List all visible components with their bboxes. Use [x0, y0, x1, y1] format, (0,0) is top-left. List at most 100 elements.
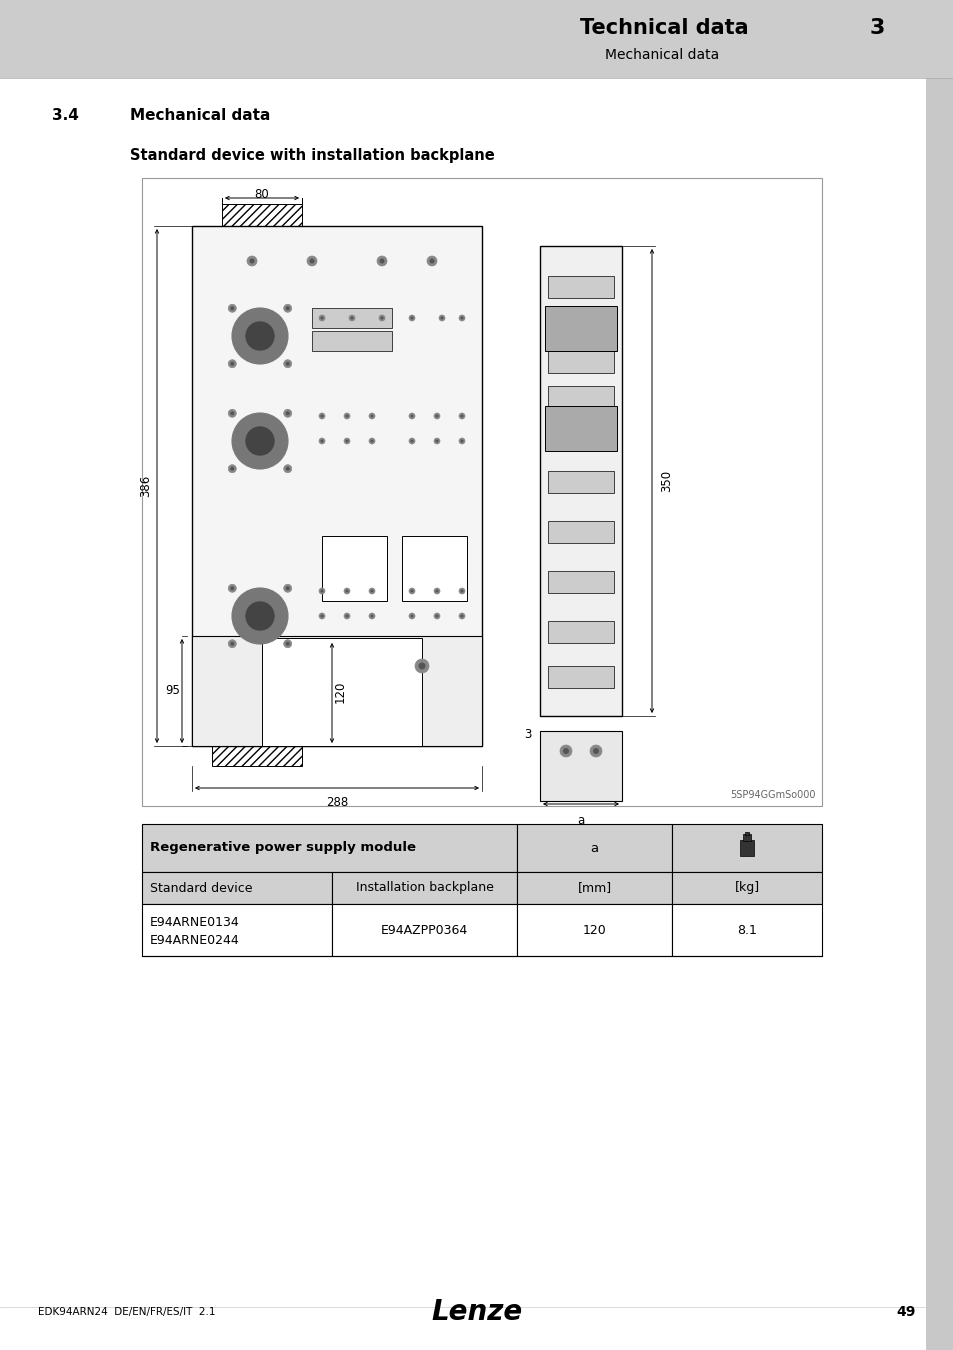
- Bar: [312, 308, 392, 328]
- Bar: [547, 521, 614, 543]
- Circle shape: [344, 613, 350, 620]
- Bar: [0, 0, 953, 78]
- Circle shape: [435, 614, 438, 617]
- Circle shape: [230, 586, 234, 590]
- Circle shape: [283, 640, 292, 648]
- Circle shape: [320, 414, 323, 417]
- Circle shape: [410, 414, 413, 417]
- Circle shape: [230, 412, 234, 416]
- Bar: [539, 730, 621, 801]
- Bar: [547, 571, 614, 593]
- Circle shape: [434, 437, 439, 444]
- Circle shape: [376, 256, 387, 266]
- Circle shape: [285, 586, 290, 590]
- Circle shape: [345, 590, 348, 593]
- Circle shape: [228, 409, 236, 417]
- Circle shape: [285, 641, 290, 645]
- Circle shape: [418, 663, 425, 670]
- Circle shape: [345, 614, 348, 617]
- Bar: [547, 310, 614, 333]
- Text: 95: 95: [165, 684, 180, 698]
- Bar: [332, 904, 517, 956]
- Bar: [142, 904, 332, 956]
- Circle shape: [460, 414, 463, 417]
- Circle shape: [369, 589, 375, 594]
- Circle shape: [344, 413, 350, 418]
- Circle shape: [283, 464, 292, 472]
- Text: Standard device with installation backplane: Standard device with installation backpl…: [130, 148, 495, 163]
- Circle shape: [345, 414, 348, 417]
- Bar: [322, 536, 387, 601]
- Circle shape: [228, 359, 236, 367]
- Circle shape: [230, 467, 234, 471]
- Circle shape: [410, 590, 413, 593]
- Circle shape: [438, 315, 444, 321]
- Bar: [671, 872, 821, 904]
- Circle shape: [409, 613, 415, 620]
- Text: 120: 120: [334, 680, 346, 703]
- Text: Mechanical data: Mechanical data: [604, 49, 719, 62]
- Circle shape: [409, 315, 415, 321]
- Bar: [192, 225, 481, 747]
- Circle shape: [458, 315, 464, 321]
- Circle shape: [283, 304, 292, 312]
- Text: 5SP94GGmSo000: 5SP94GGmSo000: [730, 790, 815, 801]
- Circle shape: [440, 316, 443, 320]
- Bar: [740, 840, 753, 856]
- Circle shape: [460, 590, 463, 593]
- Text: 3.4: 3.4: [52, 108, 79, 123]
- Text: E94ARNE0244: E94ARNE0244: [150, 933, 239, 946]
- Circle shape: [410, 316, 413, 320]
- Circle shape: [460, 316, 463, 320]
- Circle shape: [344, 589, 350, 594]
- Circle shape: [458, 413, 464, 418]
- Circle shape: [246, 602, 274, 630]
- Circle shape: [378, 315, 385, 321]
- Bar: [671, 824, 821, 872]
- Bar: [142, 872, 332, 904]
- Circle shape: [283, 585, 292, 593]
- Circle shape: [409, 589, 415, 594]
- Bar: [312, 331, 392, 351]
- Text: Installation backplane: Installation backplane: [355, 882, 493, 895]
- Circle shape: [230, 362, 234, 366]
- Circle shape: [283, 409, 292, 417]
- Bar: [539, 246, 621, 716]
- Circle shape: [345, 440, 348, 443]
- Circle shape: [427, 256, 436, 266]
- Bar: [544, 406, 617, 451]
- Circle shape: [593, 748, 598, 755]
- Circle shape: [370, 414, 374, 417]
- Bar: [212, 747, 302, 765]
- Text: Lenze: Lenze: [431, 1297, 522, 1326]
- Circle shape: [232, 589, 288, 644]
- Circle shape: [350, 316, 354, 320]
- Circle shape: [318, 437, 325, 444]
- Circle shape: [228, 304, 236, 312]
- Circle shape: [409, 413, 415, 418]
- Circle shape: [458, 437, 464, 444]
- Bar: [547, 471, 614, 493]
- Circle shape: [309, 258, 314, 263]
- Bar: [547, 275, 614, 298]
- Circle shape: [232, 308, 288, 364]
- Circle shape: [344, 437, 350, 444]
- Bar: [547, 666, 614, 688]
- Text: [kg]: [kg]: [734, 882, 759, 895]
- Circle shape: [320, 316, 323, 320]
- Text: 49: 49: [896, 1305, 915, 1319]
- Bar: [142, 178, 821, 806]
- Circle shape: [435, 590, 438, 593]
- Circle shape: [379, 258, 384, 263]
- Circle shape: [349, 315, 355, 321]
- Circle shape: [285, 412, 290, 416]
- Circle shape: [285, 362, 290, 366]
- Circle shape: [435, 414, 438, 417]
- Text: 8.1: 8.1: [737, 923, 756, 937]
- Circle shape: [285, 467, 290, 471]
- Text: EDK94ARN24  DE/EN/FR/ES/IT  2.1: EDK94ARN24 DE/EN/FR/ES/IT 2.1: [38, 1307, 215, 1318]
- Text: [mm]: [mm]: [577, 882, 611, 895]
- Bar: [547, 621, 614, 643]
- Circle shape: [230, 641, 234, 645]
- Bar: [312, 656, 392, 674]
